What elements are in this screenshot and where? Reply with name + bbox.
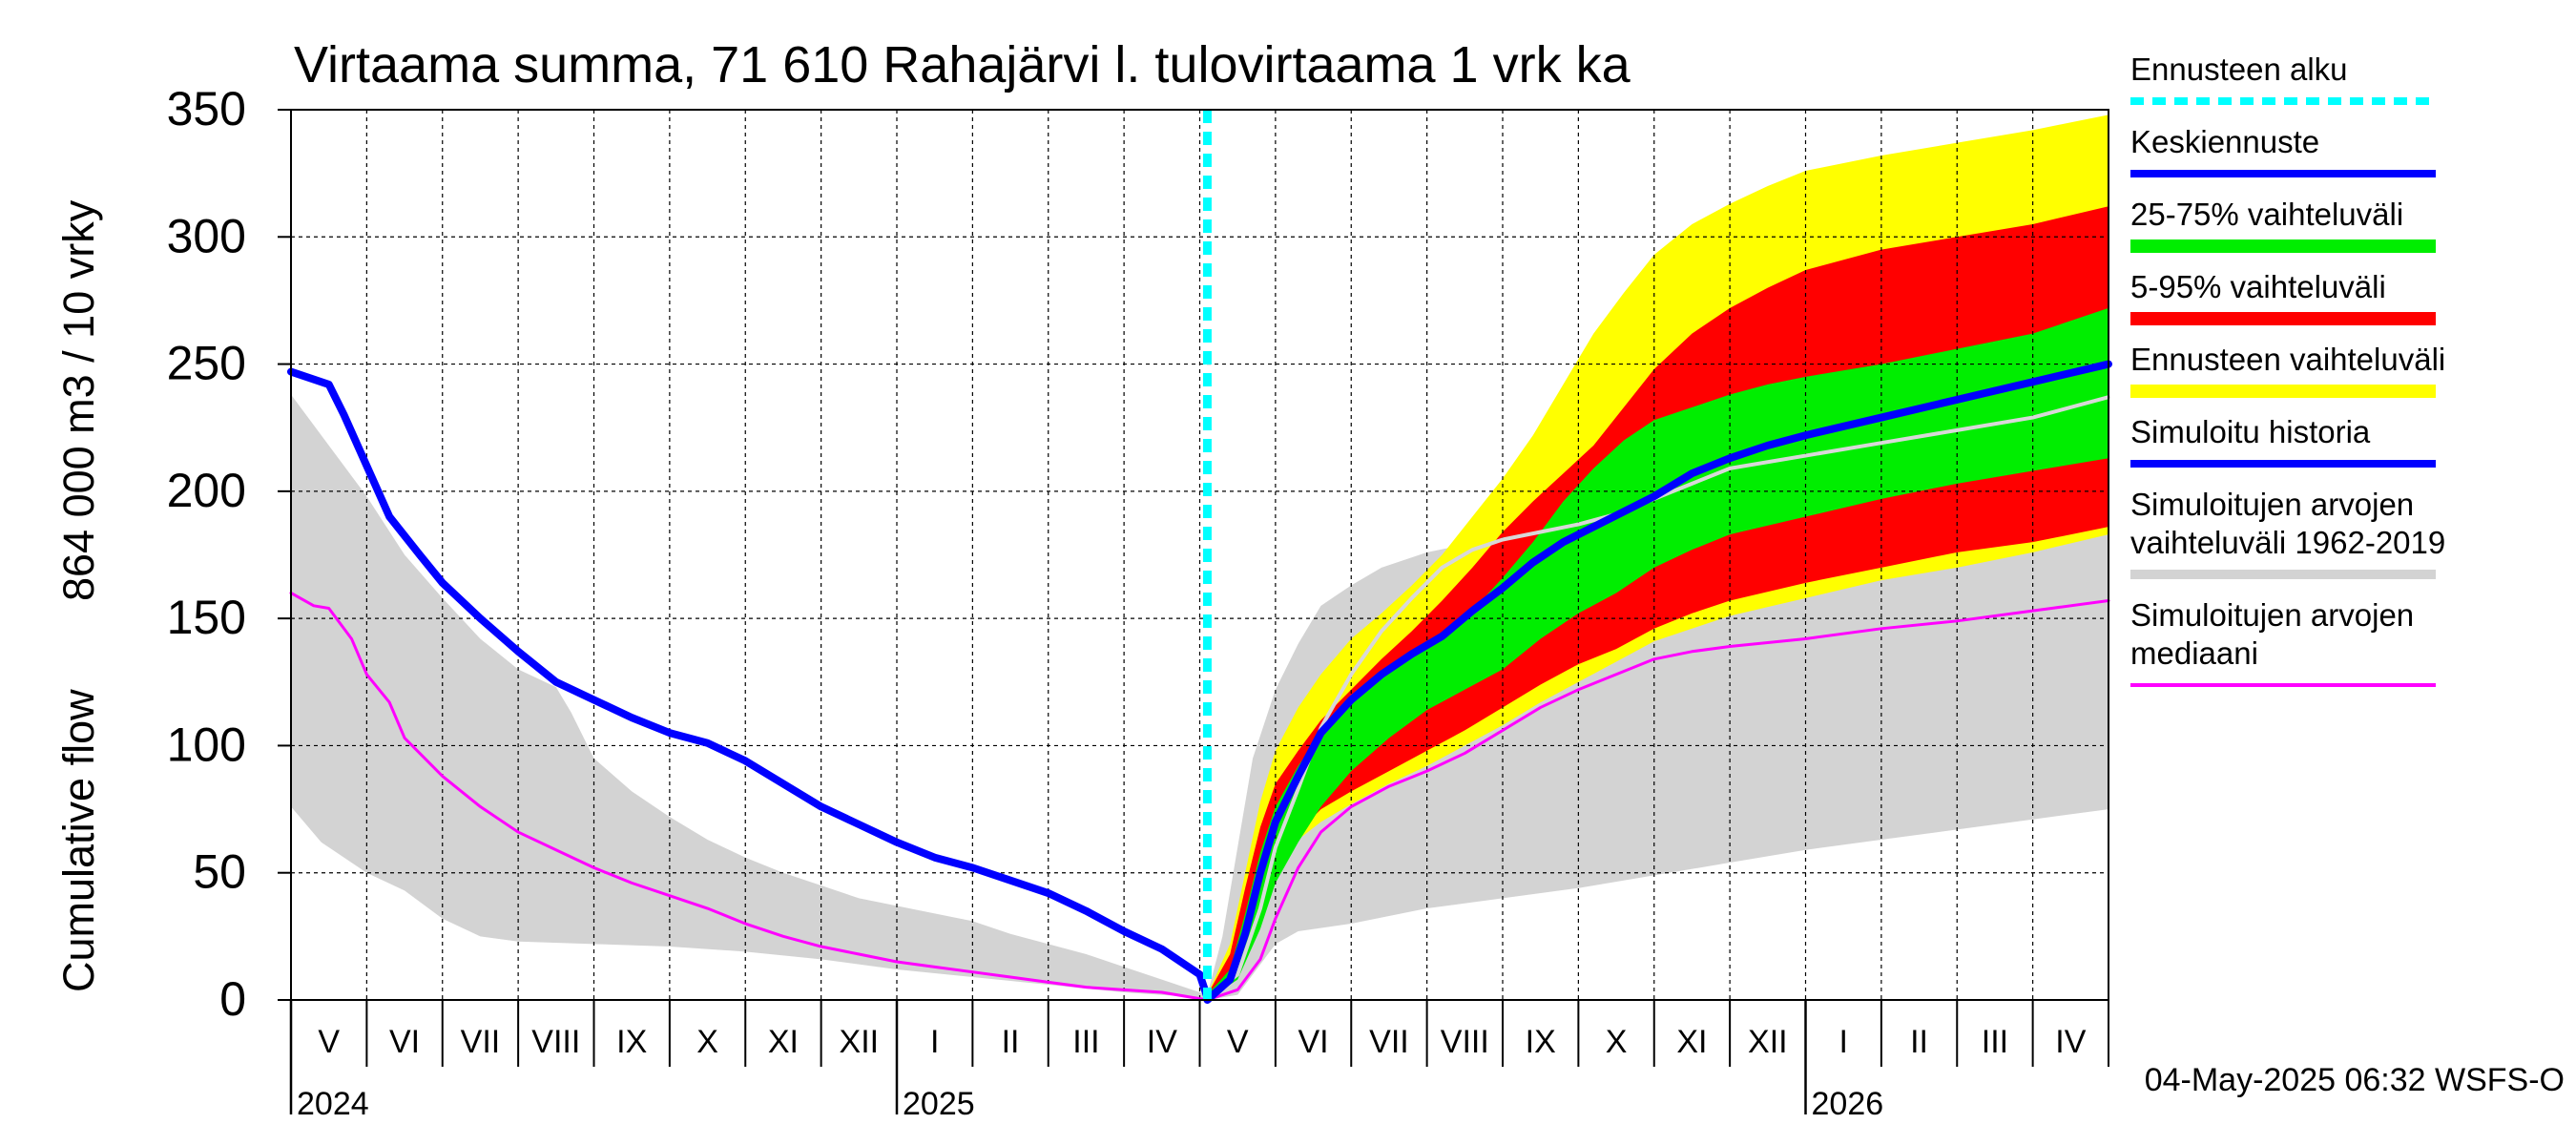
- legend-item-simuloitu-historia: Simuloitu historia: [2130, 414, 2436, 468]
- y-tick-label: 350: [167, 82, 246, 135]
- month-label: VI: [389, 1024, 420, 1060]
- month-label: IX: [1526, 1024, 1556, 1060]
- y-tick-label: 250: [167, 337, 246, 390]
- legend-item-keskiennuste: Keskiennuste: [2130, 124, 2436, 177]
- month-label: XII: [840, 1024, 880, 1060]
- line-keskiennuste: [1203, 360, 2112, 1004]
- legend-label: Simuloitu historia: [2130, 414, 2371, 449]
- y-tick-label: 150: [167, 591, 246, 644]
- month-label: III: [1982, 1024, 2008, 1060]
- month-label: IX: [616, 1024, 647, 1060]
- month-label: XI: [1676, 1024, 1707, 1060]
- legend-label: 5-95% vaihteluväli: [2130, 269, 2386, 304]
- month-label: XII: [1748, 1024, 1788, 1060]
- legend-item-5-95-vaihteluv-li: 5-95% vaihteluväli: [2130, 269, 2436, 325]
- month-label: II: [1002, 1024, 1020, 1060]
- grid: [291, 110, 2109, 1000]
- y-tick-label: 50: [193, 845, 246, 899]
- legend-label: Ennusteen vaihteluväli: [2130, 342, 2445, 377]
- month-label: V: [318, 1024, 340, 1060]
- y-axis-label-line2: 864 000 m3 / 10 vrky: [54, 199, 103, 601]
- month-label: VIII: [1441, 1024, 1489, 1060]
- timestamp: 04-May-2025 06:32 WSFS-O: [2145, 1062, 2565, 1098]
- legend-label: Simuloitujen arvojen: [2130, 487, 2414, 522]
- month-label: VIII: [531, 1024, 580, 1060]
- month-label: II: [1910, 1024, 1928, 1060]
- legend-item-ennusteen-vaihteluv-li: Ennusteen vaihteluväli: [2130, 342, 2445, 398]
- month-label: I: [1839, 1024, 1847, 1060]
- legend-label: Ennusteen alku: [2130, 52, 2348, 87]
- month-label: VII: [1369, 1024, 1409, 1060]
- legend-label: 25-75% vaihteluväli: [2130, 197, 2403, 232]
- legend-item-25-75-vaihteluv-li: 25-75% vaihteluväli: [2130, 197, 2436, 253]
- month-label: IV: [2055, 1024, 2086, 1060]
- legend-item-ennusteen-alku: Ennusteen alku: [2130, 52, 2436, 105]
- series-lines: [287, 360, 2112, 1004]
- month-label: XI: [768, 1024, 799, 1060]
- legend-label: mediaani: [2130, 635, 2258, 671]
- month-label: X: [696, 1024, 718, 1060]
- y-tick-label: 200: [167, 464, 246, 517]
- month-label: III: [1072, 1024, 1099, 1060]
- y-axis-label-line1: Cumulative flow: [54, 689, 103, 992]
- y-axis-ticks: 0 50 100 150 200 250 300 350: [167, 82, 291, 1026]
- month-label: IV: [1147, 1024, 1177, 1060]
- y-tick-label: 0: [219, 972, 246, 1026]
- y-tick-label: 300: [167, 209, 246, 262]
- year-label: 2024: [297, 1086, 369, 1122]
- line-simuloitu-historia: [287, 367, 1212, 1002]
- month-label: V: [1227, 1024, 1249, 1060]
- legend: Ennusteen alku Keskiennuste 25-75% vaihtel…: [2130, 52, 2445, 687]
- y-axis-label: Cumulative flow 864 000 m3 / 10 vrky: [54, 199, 103, 992]
- y-tick-label: 100: [167, 718, 246, 771]
- legend-label: Keskiennuste: [2130, 124, 2319, 159]
- month-label: VI: [1298, 1024, 1329, 1060]
- legend-label: Simuloitujen arvojen: [2130, 597, 2414, 633]
- year-label: 2025: [903, 1086, 975, 1122]
- year-label: 2026: [1812, 1086, 1884, 1122]
- month-label: X: [1606, 1024, 1628, 1060]
- line-simuloitujen-arvojen-mediaani: [289, 591, 2110, 1002]
- month-label: VII: [461, 1024, 501, 1060]
- line-simuloitu-historia: [1205, 395, 2110, 1000]
- band-25-75-vaihteluv-li: [1207, 307, 2109, 1000]
- legend-label: vaihteluväli 1962-2019: [2130, 525, 2445, 560]
- chart-title: Virtaama summa, 71 610 Rahajärvi l. tulo…: [294, 36, 1631, 94]
- month-label: I: [930, 1024, 939, 1060]
